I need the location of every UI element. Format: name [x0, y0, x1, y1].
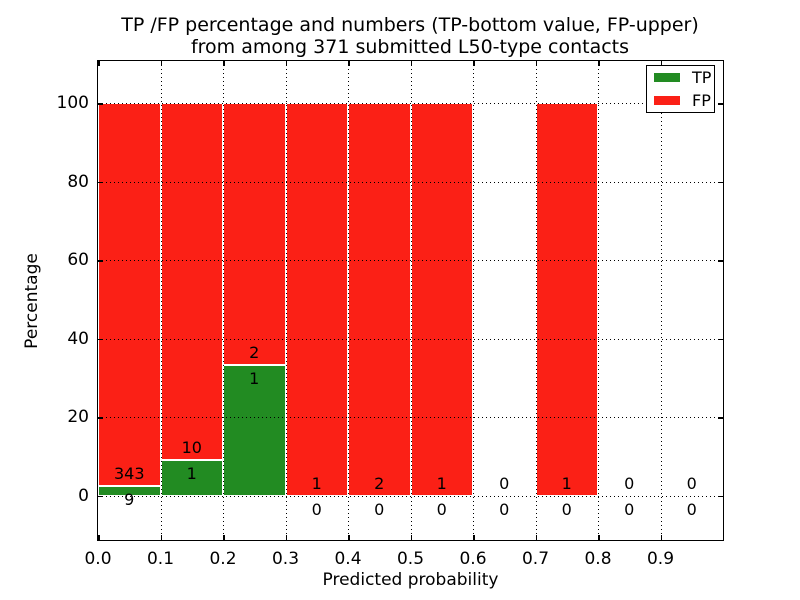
x-tick-label: 0.5 — [396, 549, 425, 569]
fp-count-label: 1 — [436, 474, 447, 493]
tp-count-label: 0 — [499, 499, 510, 519]
fp-count-label: 0 — [499, 474, 510, 493]
bar-segment-tp — [98, 485, 161, 496]
y-tick-mark — [98, 181, 103, 184]
tp-count-label: 0 — [436, 499, 447, 519]
y-tick-mark-right — [718, 338, 723, 341]
x-tick-mark — [98, 535, 100, 540]
bar-segment-fp — [98, 103, 161, 486]
chart-title-line1: TP /FP percentage and numbers (TP-bottom… — [121, 14, 699, 36]
y-tick-label: 60 — [67, 250, 89, 271]
x-tick-mark — [660, 535, 662, 540]
x-tick-label: 0.0 — [84, 549, 112, 569]
tp-count-label: 0 — [686, 499, 697, 519]
y-tick-mark-right — [718, 495, 723, 498]
x-tick-mark-top — [410, 61, 412, 66]
y-tick-label: 0 — [78, 485, 89, 506]
legend-entry-fp: FP — [654, 90, 714, 110]
fp-count-label: 10 — [181, 438, 202, 458]
vertical-gridline — [473, 61, 474, 540]
x-tick-mark — [285, 535, 287, 540]
bar-segment-fp — [410, 103, 473, 496]
x-tick-mark-top — [473, 61, 475, 66]
plot-area: Percentage Predicted probability 0 20 40 60… — [22, 60, 724, 590]
y-tick-label: 20 — [67, 407, 89, 428]
vertical-gridline — [598, 61, 599, 540]
chart-title-line2: from among 371 submitted L50-type contac… — [190, 36, 630, 58]
legend-label-tp: TP — [692, 67, 712, 87]
fp-count-label: 1 — [311, 474, 322, 493]
x-tick-label: 0.9 — [646, 549, 675, 569]
tp-count-label: 0 — [561, 499, 572, 519]
x-tick-mark-top — [535, 61, 537, 66]
vertical-gridline — [660, 61, 662, 540]
x-tick-mark — [535, 535, 537, 540]
y-tick-mark-right — [718, 260, 723, 262]
y-tick-label: 80 — [67, 171, 89, 192]
y-tick-mark-right — [718, 181, 723, 184]
fp-count-label: 2 — [374, 474, 385, 493]
legend: TP FP — [646, 65, 715, 113]
tp-count-label: 1 — [186, 464, 197, 484]
bar-segment-fp — [223, 103, 286, 365]
y-tick-mark-right — [718, 417, 723, 419]
x-tick-mark-top — [285, 61, 287, 66]
bar-segment-fp — [348, 103, 411, 496]
y-tick-label: 100 — [56, 93, 89, 114]
y-tick-mark — [98, 495, 103, 498]
x-tick-mark-top — [223, 61, 225, 66]
x-tick-label: 0.7 — [521, 549, 550, 569]
fp-count-label: 343 — [113, 463, 145, 483]
x-tick-mark-top — [348, 61, 350, 66]
fp-count-label: 2 — [249, 343, 260, 363]
fp-count-label: 0 — [686, 474, 697, 493]
x-tick-mark-top — [598, 61, 600, 66]
bar-segment-fp — [535, 103, 598, 496]
vertical-gridline — [160, 61, 162, 540]
vertical-gridline — [285, 61, 287, 540]
x-tick-mark-top — [160, 61, 162, 66]
y-tick-mark — [98, 417, 103, 419]
fp-color-swatch — [654, 96, 680, 105]
x-tick-label: 0.8 — [584, 549, 612, 569]
tp-count-label: 0 — [311, 499, 322, 519]
x-tick-label: 0.1 — [146, 549, 175, 569]
x-tick-label: 0.6 — [459, 549, 487, 569]
x-tick-label: 0.3 — [271, 549, 300, 569]
tp-count-label: 9 — [124, 489, 135, 509]
legend-label-fp: FP — [692, 90, 711, 110]
legend-entry-tp: TP — [654, 67, 714, 87]
y-tick-mark — [98, 260, 103, 262]
fp-count-label: 0 — [624, 474, 635, 493]
vertical-gridline — [348, 61, 349, 540]
bar-segment-fp — [160, 103, 223, 461]
x-tick-mark-top — [98, 61, 100, 66]
vertical-gridline — [223, 61, 224, 540]
fp-count-label: 1 — [561, 474, 572, 493]
vertical-gridline — [410, 61, 412, 540]
tp-count-label: 0 — [624, 499, 635, 519]
x-tick-mark — [410, 535, 412, 540]
x-tick-mark — [348, 535, 350, 540]
tp-count-label: 1 — [249, 369, 260, 389]
tp-color-swatch — [654, 73, 680, 82]
x-tick-label: 0.4 — [334, 549, 362, 569]
vertical-gridline — [535, 61, 537, 540]
x-tick-mark — [473, 535, 475, 540]
y-tick-mark-right — [718, 103, 723, 105]
x-tick-mark — [223, 535, 225, 540]
x-tick-mark — [598, 535, 600, 540]
tp-count-label: 0 — [374, 499, 385, 519]
y-tick-mark — [98, 338, 103, 341]
y-tick-label: 40 — [67, 328, 89, 349]
bar-segment-fp — [285, 103, 348, 496]
x-axis-label: Predicted probability — [322, 570, 499, 590]
y-tick-mark — [98, 103, 103, 105]
bar-segment-tp — [160, 460, 223, 496]
x-tick-mark-top — [660, 61, 662, 66]
x-tick-mark — [160, 535, 162, 540]
x-tick-label: 0.2 — [209, 549, 237, 569]
